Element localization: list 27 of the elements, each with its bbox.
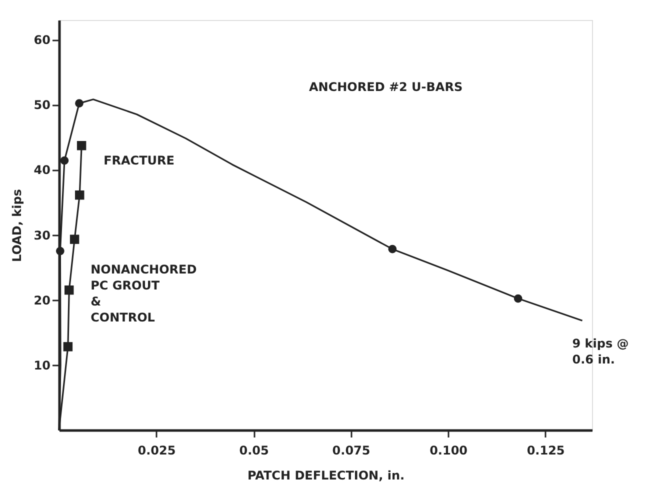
point xyxy=(76,140,86,150)
x-tick-label: 0.125 xyxy=(526,444,565,458)
y-tick-label: 50 xyxy=(34,98,50,112)
point xyxy=(75,190,84,200)
y-tick-label: 10 xyxy=(34,358,50,372)
x-tick-label: 0.025 xyxy=(138,444,176,458)
y-tick-label: 20 xyxy=(34,293,50,308)
x-tick-label: 0.100 xyxy=(430,444,468,458)
annotation: 9 kips @ 0.6 in. xyxy=(572,336,629,367)
point xyxy=(75,99,84,108)
x-tick-label: 0.075 xyxy=(332,444,370,458)
point xyxy=(64,285,74,295)
point xyxy=(70,234,80,244)
y-tick-label: 30 xyxy=(34,228,50,242)
annotation: ANCHORED #2 U-BARS xyxy=(309,80,463,94)
y-axis-title: LOAD, kips xyxy=(10,189,24,262)
point xyxy=(56,246,64,256)
y-tick-label: 40 xyxy=(34,163,50,178)
point xyxy=(63,342,73,352)
point xyxy=(60,156,69,165)
annotation: NONANCHORED PC GROUT & CONTROL xyxy=(90,262,197,324)
y-tick-label: 60 xyxy=(34,33,50,48)
annotation: FRACTURE xyxy=(104,154,174,168)
x-tick-label: 0.05 xyxy=(239,444,269,458)
point xyxy=(388,244,397,254)
x-axis-title: PATCH DEFLECTION, in. xyxy=(247,468,405,482)
point xyxy=(514,294,522,303)
